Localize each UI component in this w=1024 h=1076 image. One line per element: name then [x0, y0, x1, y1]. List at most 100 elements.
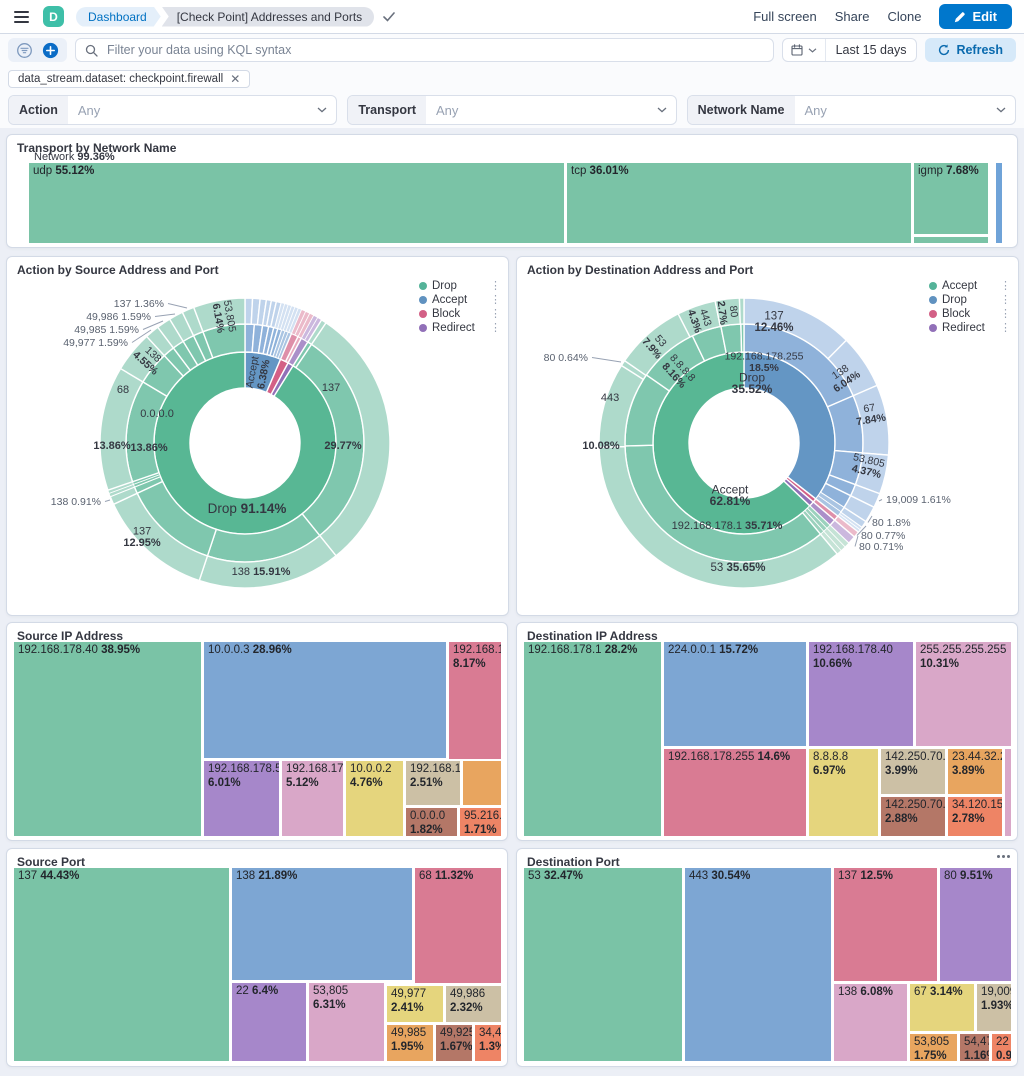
sunburst-label: 802.7% [715, 299, 741, 326]
chevron-down-icon [808, 47, 816, 53]
treemap-cell[interactable]: 192.168.178.1 5.12% [282, 761, 343, 836]
panel-title: Transport by Network Name [17, 141, 177, 155]
treemap-cell[interactable] [463, 761, 501, 805]
treemap-cell-label: 0.0.0.0 1.82% [410, 810, 446, 836]
space-avatar[interactable]: D [43, 6, 64, 27]
legend-options-icon[interactable]: ⋮ [1000, 321, 1011, 334]
treemap-cell[interactable]: 22 6.4% [232, 983, 306, 1061]
clone-link[interactable]: Clone [887, 9, 922, 24]
legend-options-icon[interactable]: ⋮ [490, 293, 501, 306]
treemap-cell[interactable]: 22 0.9% [992, 1034, 1011, 1061]
treemap-cell[interactable]: 23.44.32.22 3.89% [948, 749, 1002, 794]
legend-item-redirect[interactable]: Redirect ⋮ [419, 322, 501, 334]
treemap-cell[interactable]: 49,925 1.67% [436, 1025, 472, 1061]
treemap-cell[interactable] [1005, 749, 1011, 836]
breadcrumb-current: [Check Point] Addresses and Ports [161, 6, 375, 27]
treemap-cell[interactable]: 95.216.33.58 1.71% [460, 808, 501, 836]
treemap-cell[interactable]: 53,805 1.75% [910, 1034, 957, 1061]
legend-item-block[interactable]: Block ⋮ [929, 308, 1011, 320]
full-screen-link[interactable]: Full screen [753, 9, 817, 24]
treemap-cell-label: 138 21.89% [236, 870, 298, 882]
saved-query-icon[interactable] [16, 42, 33, 59]
breadcrumb-dashboard[interactable]: Dashboard [76, 7, 161, 27]
treemap-cell-label: 192.168.178.55 6.01% [208, 763, 279, 789]
treemap-cell[interactable]: 67 3.14% [910, 984, 974, 1031]
edit-button[interactable]: Edit [939, 4, 1012, 29]
chart-legend: Drop ⋮ Accept ⋮ Block ⋮ Redirect ⋮ [419, 280, 501, 336]
sunburst-segment[interactable] [738, 297, 745, 325]
menu-icon[interactable] [12, 9, 31, 25]
treemap-cell[interactable]: 54,471 1.16% [960, 1034, 989, 1061]
treemap-cell[interactable]: 53 32.47% [524, 868, 682, 1061]
treemap-cell[interactable]: 192.168.178.68 8.17% [449, 642, 501, 759]
refresh-button[interactable]: Refresh [925, 38, 1016, 62]
treemap-cell[interactable]: 192.168.178.40 10.66% [809, 642, 913, 746]
treemap-cell[interactable] [914, 237, 988, 243]
search-input[interactable] [105, 42, 764, 58]
treemap-cell[interactable]: 138 21.89% [232, 868, 412, 980]
treemap-cell-label: 8.8.8.8 6.97% [813, 751, 849, 777]
treemap-cell[interactable]: 34,416 1.3% [475, 1025, 501, 1061]
treemap-cell[interactable]: 80 9.51% [940, 868, 1011, 981]
sunburst-label: 29.77% [324, 440, 362, 452]
treemap-cell[interactable]: 0.0.0.0 1.82% [406, 808, 457, 836]
treemap-cell[interactable]: 49,986 2.32% [446, 986, 501, 1022]
share-link[interactable]: Share [834, 9, 870, 24]
panel-options-icon[interactable] [997, 855, 1010, 858]
treemap-cell[interactable]: 192.168.178.40 38.95% [14, 642, 201, 836]
treemap-cell[interactable]: 255.255.255.255 10.31% [916, 642, 1011, 746]
calendar-icon[interactable] [783, 39, 826, 61]
legend-item-accept[interactable]: Accept ⋮ [929, 280, 1011, 292]
callout-line [142, 320, 164, 330]
sunburst-source[interactable]: 137 1.36% 49,986 1.59% 49,985 1.59% 49,977 … [7, 257, 508, 615]
legend-item-accept[interactable]: Accept ⋮ [419, 294, 501, 306]
legend-item-redirect[interactable]: Redirect ⋮ [929, 322, 1011, 334]
control-network-name[interactable]: Network Name Any [686, 95, 1016, 125]
treemap-cell[interactable]: 138 6.08% [834, 984, 907, 1061]
treemap-cell[interactable]: 192.168.178.55 6.01% [204, 761, 279, 836]
treemap-cell[interactable]: 137 12.5% [834, 868, 937, 981]
treemap-cell[interactable]: 10.0.0.2 4.76% [346, 761, 403, 836]
sunburst-segment[interactable] [192, 297, 246, 333]
legend-options-icon[interactable]: ⋮ [1000, 307, 1011, 320]
treemap-cell[interactable]: 224.0.0.1 15.72% [664, 642, 806, 746]
legend-options-icon[interactable]: ⋮ [490, 321, 501, 334]
filter-pill[interactable]: data_stream.dataset: checkpoint.firewall… [8, 70, 251, 88]
legend-item-block[interactable]: Block ⋮ [419, 308, 501, 320]
legend-item-drop[interactable]: Drop ⋮ [929, 294, 1011, 306]
treemap-cell[interactable]: igmp 7.68% [914, 163, 988, 234]
sunburst-segment[interactable] [740, 323, 745, 353]
close-icon[interactable]: ✕ [230, 72, 241, 86]
treemap-cell[interactable]: 137 44.43% [14, 868, 229, 1061]
treemap-cell[interactable]: 49,977 2.41% [387, 986, 443, 1022]
legend-item-drop[interactable]: Drop ⋮ [419, 280, 501, 292]
treemap-cell-label: 49,985 1.95% [391, 1027, 427, 1053]
treemap-cell[interactable]: 10.0.0.3 28.96% [204, 642, 446, 758]
treemap-cell[interactable]: 53,805 6.31% [309, 983, 384, 1061]
treemap-cell[interactable]: 34.120.158.37 2.78% [948, 797, 1002, 836]
treemap-cell[interactable]: 443 30.54% [685, 868, 831, 1061]
treemap-cell[interactable]: 8.8.8.8 6.97% [809, 749, 878, 836]
treemap-cell[interactable]: tcp 36.01% [567, 163, 911, 243]
legend-label: Accept [942, 280, 978, 292]
treemap-cell[interactable]: 68 11.32% [415, 868, 501, 983]
treemap-cell[interactable]: udp 55.12% [29, 163, 564, 243]
treemap-cell[interactable]: 19,009 1.93% [977, 984, 1011, 1031]
treemap-cell[interactable]: 142.250.70.227 3.99% [881, 749, 945, 794]
treemap-cell[interactable]: 142.250.70.131 2.88% [881, 797, 945, 836]
treemap-cell[interactable]: 192.168.178.1 28.2% [524, 642, 661, 836]
legend-options-icon[interactable]: ⋮ [490, 279, 501, 292]
time-range-value[interactable]: Last 15 days [835, 43, 907, 57]
legend-options-icon[interactable]: ⋮ [1000, 293, 1011, 306]
treemap-cell[interactable]: 49,985 1.95% [387, 1025, 433, 1061]
sunburst-label: 443 [601, 392, 619, 404]
control-action[interactable]: Action Any [8, 95, 338, 125]
legend-options-icon[interactable]: ⋮ [1000, 279, 1011, 292]
treemap-cell[interactable]: 192.168.178.56 2.51% [406, 761, 460, 805]
add-filter-icon[interactable] [42, 42, 59, 59]
treemap-cell[interactable] [996, 163, 1002, 243]
legend-options-icon[interactable]: ⋮ [490, 307, 501, 320]
control-transport[interactable]: Transport Any [347, 95, 677, 125]
sunburst-destination[interactable]: 19,009 1.61% 80 1.8% 80 0.77% 80 0.71% 80 0.… [517, 257, 1018, 615]
treemap-cell[interactable]: 192.168.178.255 14.6% [664, 749, 806, 836]
